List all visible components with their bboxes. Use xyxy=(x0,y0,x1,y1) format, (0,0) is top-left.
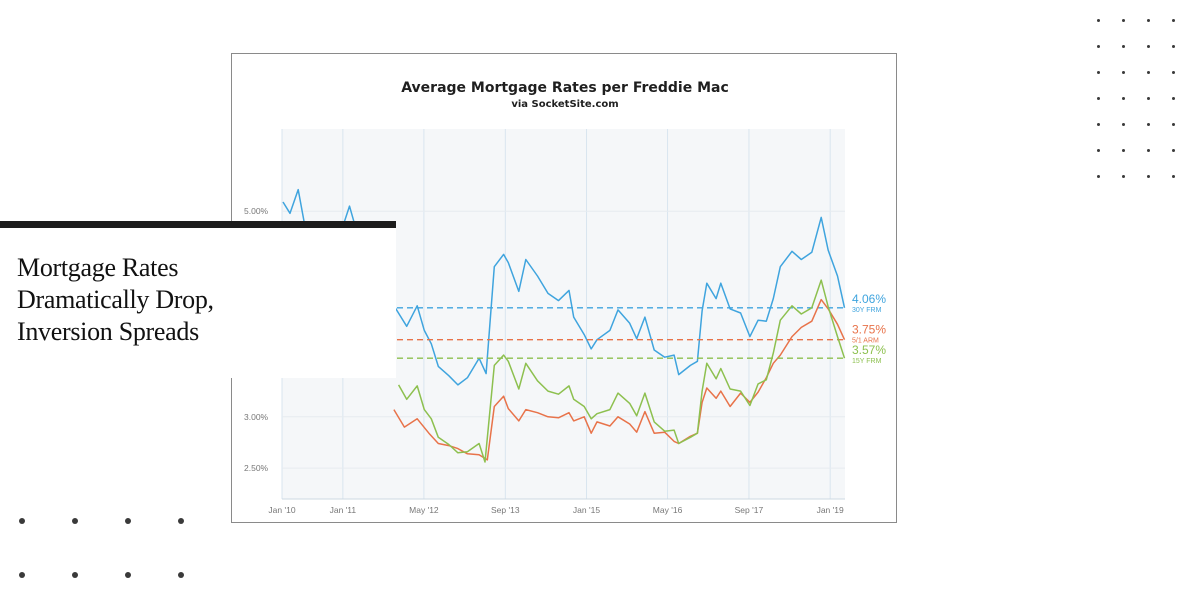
decorative-dot xyxy=(1172,175,1175,178)
x-tick-label: Jan '15 xyxy=(573,505,600,515)
decorative-dot xyxy=(1172,123,1175,126)
x-tick-label: Sep '17 xyxy=(735,505,764,515)
decorative-dot xyxy=(1097,45,1100,48)
decorative-dot xyxy=(1172,19,1175,22)
series-line-15y-frm xyxy=(397,279,846,463)
x-tick-label: May '16 xyxy=(653,505,683,515)
decorative-dot xyxy=(1147,19,1150,22)
decorative-dot xyxy=(1122,45,1125,48)
decorative-dot xyxy=(1122,123,1125,126)
y-tick-label: 3.00% xyxy=(244,412,269,422)
decorative-dot xyxy=(1097,19,1100,22)
decorative-dot xyxy=(1147,175,1150,178)
decorative-dot xyxy=(1097,149,1100,152)
decorative-dot xyxy=(1172,45,1175,48)
decorative-dot xyxy=(178,572,184,578)
decorative-dot xyxy=(1147,71,1150,74)
decorative-dot xyxy=(1172,71,1175,74)
series-name-label-5-1-arm: 5/1 ARM xyxy=(852,338,879,345)
headline: Mortgage Rates Dramatically Drop, Invers… xyxy=(17,252,377,348)
decorative-dot xyxy=(72,572,78,578)
decorative-dot xyxy=(125,518,131,524)
decorative-dot xyxy=(1147,45,1150,48)
y-tick-label: 2.50% xyxy=(244,463,269,473)
decorative-dot xyxy=(1122,71,1125,74)
decorative-dot xyxy=(1147,97,1150,100)
series-name-label-15y-frm: 15Y FRM xyxy=(852,358,882,365)
x-tick-label: Jan '10 xyxy=(268,505,295,515)
end-value-label-30y-frm: 4.06% xyxy=(852,292,886,306)
decorative-dot xyxy=(19,572,25,578)
headline-line: Mortgage Rates xyxy=(17,253,179,282)
decorative-dot xyxy=(178,518,184,524)
x-tick-label: Sep '13 xyxy=(491,505,520,515)
headline-panel xyxy=(0,228,396,378)
y-tick-label: 5.00% xyxy=(244,206,269,216)
decorative-dot xyxy=(1122,19,1125,22)
decorative-dot xyxy=(1122,97,1125,100)
decorative-dot xyxy=(1122,149,1125,152)
end-value-label-5-1-arm: 3.75% xyxy=(852,323,886,337)
decorative-dot xyxy=(1097,71,1100,74)
decorative-dot xyxy=(125,572,131,578)
headline-line: Dramatically Drop, xyxy=(17,285,214,314)
x-tick-label: Jan '11 xyxy=(330,505,357,515)
decorative-dot xyxy=(72,518,78,524)
headline-line: Inversion Spreads xyxy=(17,317,199,346)
decorative-dot xyxy=(1097,175,1100,178)
decorative-dot xyxy=(1122,175,1125,178)
end-value-label-15y-frm: 3.57% xyxy=(852,343,886,357)
decorative-dot xyxy=(1097,123,1100,126)
decorative-dot xyxy=(1097,97,1100,100)
decorative-dot xyxy=(1172,97,1175,100)
x-tick-label: Jan '19 xyxy=(817,505,844,515)
chart-title: Average Mortgage Rates per Freddie Mac xyxy=(401,80,729,96)
decorative-dot xyxy=(1147,123,1150,126)
decorative-dot xyxy=(1172,149,1175,152)
decorative-dot xyxy=(1147,149,1150,152)
series-name-label-30y-frm: 30Y FRM xyxy=(852,307,882,314)
chart-subtitle: via SocketSite.com xyxy=(511,99,618,110)
decorative-dot xyxy=(19,518,25,524)
x-tick-label: May '12 xyxy=(409,505,439,515)
headline-accent-bar xyxy=(0,221,396,228)
